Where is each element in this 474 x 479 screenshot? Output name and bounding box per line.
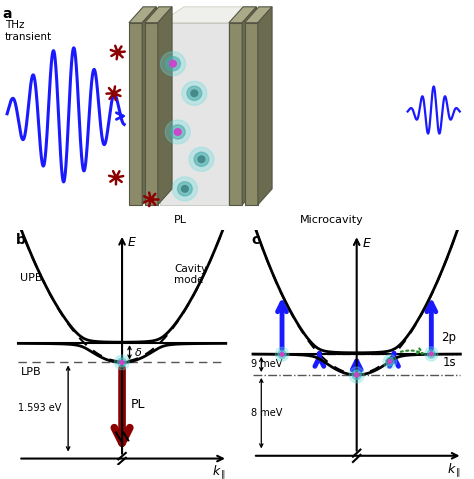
Text: UPB: UPB <box>20 274 43 284</box>
Text: Cavity
mode: Cavity mode <box>174 263 207 285</box>
Text: $E$: $E$ <box>127 236 137 249</box>
Polygon shape <box>142 7 156 205</box>
Circle shape <box>352 370 361 380</box>
Circle shape <box>182 185 188 192</box>
Polygon shape <box>145 7 172 23</box>
Polygon shape <box>129 7 156 23</box>
Text: 2p: 2p <box>441 331 456 344</box>
Circle shape <box>198 156 205 162</box>
Circle shape <box>173 177 197 201</box>
Circle shape <box>165 57 181 71</box>
Text: 8 meV: 8 meV <box>251 408 283 418</box>
Circle shape <box>187 86 202 101</box>
Polygon shape <box>145 23 158 205</box>
Circle shape <box>165 120 190 144</box>
Circle shape <box>355 373 359 377</box>
Circle shape <box>425 347 438 361</box>
Circle shape <box>349 367 364 383</box>
FancyArrowPatch shape <box>401 348 423 354</box>
Circle shape <box>275 347 289 361</box>
Polygon shape <box>229 23 242 205</box>
Text: PL: PL <box>173 215 187 225</box>
Circle shape <box>170 60 176 67</box>
Polygon shape <box>242 7 256 205</box>
Text: c: c <box>251 233 259 248</box>
Circle shape <box>177 182 192 196</box>
Circle shape <box>194 152 209 166</box>
Text: $\delta$: $\delta$ <box>134 346 142 358</box>
Text: a: a <box>2 7 12 21</box>
Polygon shape <box>258 7 272 205</box>
Polygon shape <box>160 23 229 205</box>
Polygon shape <box>160 7 253 23</box>
Circle shape <box>278 350 286 359</box>
Circle shape <box>114 355 129 370</box>
Circle shape <box>429 352 433 356</box>
Text: $k_{\parallel}$: $k_{\parallel}$ <box>447 461 461 479</box>
Circle shape <box>174 129 181 135</box>
Circle shape <box>120 361 124 365</box>
Circle shape <box>191 90 198 97</box>
Text: 1.593 eV: 1.593 eV <box>18 403 62 413</box>
Text: THz
transient: THz transient <box>5 21 52 42</box>
Text: LPB: LPB <box>20 367 41 377</box>
Text: 1s: 1s <box>443 356 456 369</box>
Circle shape <box>170 125 185 139</box>
Text: b: b <box>16 233 26 247</box>
Circle shape <box>280 353 284 356</box>
Circle shape <box>182 81 207 105</box>
Circle shape <box>189 147 214 171</box>
Circle shape <box>383 354 396 368</box>
Text: 9 meV: 9 meV <box>251 359 283 369</box>
Circle shape <box>161 52 185 76</box>
Circle shape <box>428 350 435 358</box>
Polygon shape <box>229 7 256 23</box>
Text: $k_{\parallel}$: $k_{\parallel}$ <box>212 463 227 479</box>
Polygon shape <box>229 7 253 205</box>
Text: PL: PL <box>131 398 146 411</box>
Polygon shape <box>129 23 142 205</box>
Circle shape <box>386 357 394 366</box>
Polygon shape <box>245 7 272 23</box>
Text: $E$: $E$ <box>362 237 372 250</box>
Text: Microcavity: Microcavity <box>300 215 364 225</box>
Polygon shape <box>158 7 172 205</box>
Circle shape <box>388 360 392 364</box>
Circle shape <box>118 358 127 367</box>
Polygon shape <box>245 23 258 205</box>
